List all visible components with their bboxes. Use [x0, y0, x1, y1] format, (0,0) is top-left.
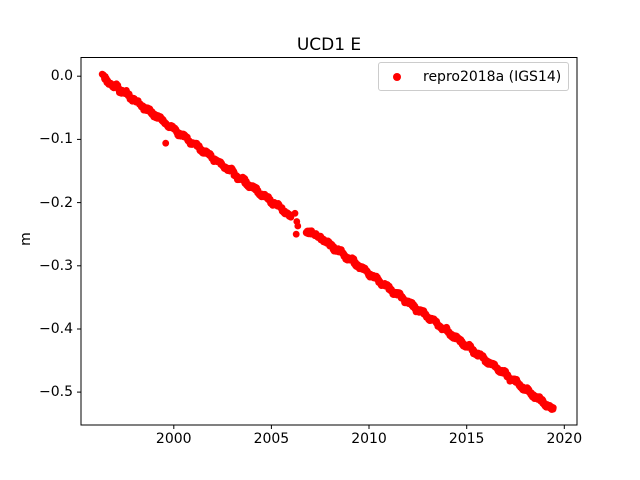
- x-tick-label: 2020: [546, 431, 583, 447]
- data-series: [98, 70, 557, 413]
- x-tick-label: 2010: [351, 431, 387, 447]
- legend: repro2018a (IGS14): [378, 62, 569, 91]
- axes-frame: [80, 57, 578, 426]
- y-tick-label: −0.3: [39, 257, 73, 274]
- y-tick-label: 0.0: [50, 68, 73, 85]
- y-axis-label: m: [17, 232, 34, 246]
- chart-title: UCD1 E: [296, 35, 362, 55]
- y-tick-label: −0.4: [39, 320, 73, 337]
- y-tick-label: −0.1: [39, 131, 73, 148]
- x-tick-label: 2015: [448, 431, 485, 447]
- x-tick-label: 2000: [155, 431, 192, 447]
- y-tick-label: −0.2: [39, 194, 73, 211]
- legend-label: repro2018a (IGS14): [423, 68, 562, 85]
- x-tick-label: 2005: [253, 431, 290, 447]
- legend-marker-icon: [393, 72, 401, 81]
- y-tick-label: −0.5: [39, 384, 73, 401]
